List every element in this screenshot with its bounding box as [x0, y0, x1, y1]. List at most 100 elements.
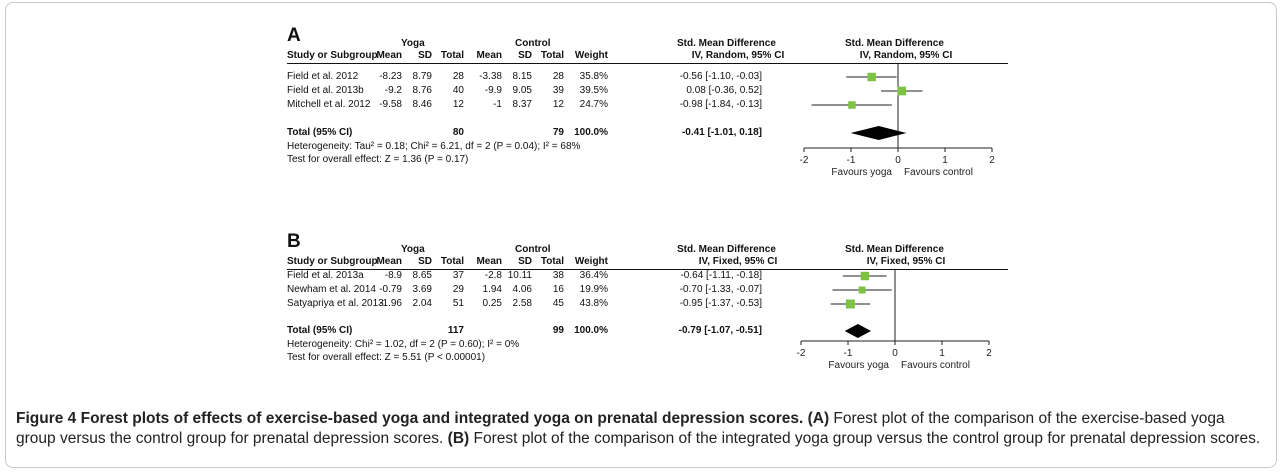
total-ci-text: -0.41 [-1.01, 0.18] — [681, 127, 762, 138]
caption-b-tag: (B) — [447, 430, 470, 447]
total-control: 99 — [552, 325, 564, 336]
caption-a-tag: (A) — [807, 410, 830, 427]
header-study: Study or Subgroup — [287, 50, 378, 61]
control-mean: -9.9 — [484, 85, 502, 96]
header-method: IV, Fixed, 95% CI — [698, 256, 778, 267]
x-tick-label: -1 — [844, 348, 853, 359]
yoga-total: 29 — [452, 284, 464, 295]
yoga-sd: 3.69 — [412, 284, 432, 295]
header-control-total: Total — [540, 50, 564, 61]
header-smd: Std. Mean Difference — [677, 244, 776, 255]
control-sd: 2.58 — [512, 298, 532, 309]
control-mean: -3.38 — [479, 71, 502, 82]
panel-b-letter: B — [287, 231, 301, 252]
study-name: Newham et al. 2014 — [287, 284, 376, 295]
weight: 39.5% — [579, 85, 608, 96]
ci-text: -0.98 [-1.84, -0.13] — [679, 99, 762, 110]
heterogeneity-text: Heterogeneity: Tau² = 0.18; Chi² = 6.21,… — [287, 141, 581, 152]
total-label: Total (95% CI) — [287, 127, 353, 138]
total-ci-text: -0.79 [-1.07, -0.51] — [678, 325, 762, 336]
header-method: IV, Random, 95% CI — [691, 50, 785, 61]
total-label: Total (95% CI) — [287, 325, 353, 336]
control-total: 28 — [552, 71, 564, 82]
yoga-total: 28 — [452, 71, 464, 82]
favours-right-label: Favours control — [901, 360, 970, 371]
control-total: 16 — [552, 284, 564, 295]
panel-a-letter: A — [287, 25, 301, 46]
ci-text: 0.08 [-0.36, 0.52] — [686, 85, 762, 96]
ci-text: -0.64 [-1.11, -0.18] — [680, 270, 762, 281]
yoga-mean: -1.96 — [379, 298, 402, 309]
yoga-sd: 8.76 — [412, 85, 432, 96]
yoga-total: 40 — [452, 85, 464, 96]
header-rule — [287, 269, 1008, 270]
yoga-total: 37 — [452, 270, 464, 281]
caption-title: Figure 4 Forest plots of effects of exer… — [16, 410, 804, 427]
control-mean: 0.25 — [482, 298, 502, 309]
header-smd-plot: Std. Mean Difference — [845, 38, 944, 49]
header-control: Control — [515, 38, 551, 49]
control-mean: -1 — [493, 99, 502, 110]
header-yoga: Yoga — [401, 244, 425, 255]
x-tick-label: 0 — [892, 348, 898, 359]
overall-effect-text: Test for overall effect: Z = 1.36 (P = 0… — [287, 154, 469, 165]
ci-text: -0.70 [-1.33, -0.07] — [679, 284, 762, 295]
header-control-mean: Mean — [476, 256, 502, 267]
control-total: 38 — [552, 270, 564, 281]
study-name: Field et al. 2013b — [287, 85, 364, 96]
yoga-total: 51 — [452, 298, 464, 309]
header-weight: Weight — [574, 50, 608, 61]
study-marker — [848, 101, 856, 109]
weight: 35.8% — [579, 71, 608, 82]
header-weight: Weight — [574, 256, 608, 267]
header-method-plot: IV, Fixed, 95% CI — [866, 256, 946, 267]
caption-a-text: Forest plot of the comparison of the exe… — [16, 410, 1225, 447]
header-control-sd: SD — [518, 256, 532, 267]
yoga-sd: 8.46 — [412, 99, 432, 110]
x-tick-label: -1 — [847, 155, 856, 166]
x-tick-label: -2 — [797, 348, 806, 359]
weight: 24.7% — [579, 99, 608, 110]
control-sd: 8.37 — [512, 99, 532, 110]
yoga-mean: -9.2 — [384, 85, 402, 96]
control-mean: 1.94 — [482, 284, 502, 295]
overall-effect-text: Test for overall effect: Z = 5.51 (P < 0… — [287, 352, 486, 363]
weight: 36.4% — [579, 270, 608, 281]
header-method-plot: IV, Random, 95% CI — [859, 50, 953, 61]
header-smd-plot: Std. Mean Difference — [845, 244, 944, 255]
header-yoga-mean: Mean — [376, 256, 402, 267]
favours-left-label: Favours yoga — [828, 360, 889, 371]
header-yoga: Yoga — [401, 38, 425, 49]
pooled-diamond — [844, 324, 872, 338]
header-yoga-mean: Mean — [376, 50, 402, 61]
x-tick-label: 0 — [895, 155, 901, 166]
favours-left-label: Favours yoga — [831, 167, 892, 178]
control-sd: 4.06 — [512, 284, 532, 295]
yoga-sd: 2.04 — [412, 298, 432, 309]
header-yoga-sd: SD — [418, 256, 432, 267]
study-name: Satyapriya et al. 2013 — [287, 298, 384, 309]
x-tick-label: 2 — [986, 348, 992, 359]
total-yoga: 80 — [452, 127, 464, 138]
yoga-mean: -8.9 — [384, 270, 402, 281]
control-sd: 8.15 — [512, 71, 532, 82]
yoga-mean: -0.79 — [379, 284, 402, 295]
study-name: Field et al. 2013a — [287, 270, 364, 281]
ci-text: -0.56 [-1.10, -0.03] — [679, 71, 762, 82]
caption-b-text: Forest plot of the comparison of the int… — [469, 430, 1261, 447]
header-yoga-total: Total — [440, 256, 464, 267]
study-marker — [897, 86, 907, 96]
figure-frame — [5, 2, 1277, 468]
x-tick-label: 1 — [939, 348, 945, 359]
study-name: Mitchell et al. 2012 — [287, 99, 371, 110]
header-yoga-total: Total — [440, 50, 464, 61]
study-marker — [867, 72, 876, 82]
header-control-total: Total — [540, 256, 564, 267]
yoga-sd: 8.79 — [412, 71, 432, 82]
weight: 19.9% — [579, 284, 608, 295]
control-total: 39 — [552, 85, 564, 96]
study-marker — [858, 286, 866, 294]
heterogeneity-text: Heterogeneity: Chi² = 1.02, df = 2 (P = … — [287, 339, 520, 350]
study-name: Field et al. 2012 — [287, 71, 359, 82]
